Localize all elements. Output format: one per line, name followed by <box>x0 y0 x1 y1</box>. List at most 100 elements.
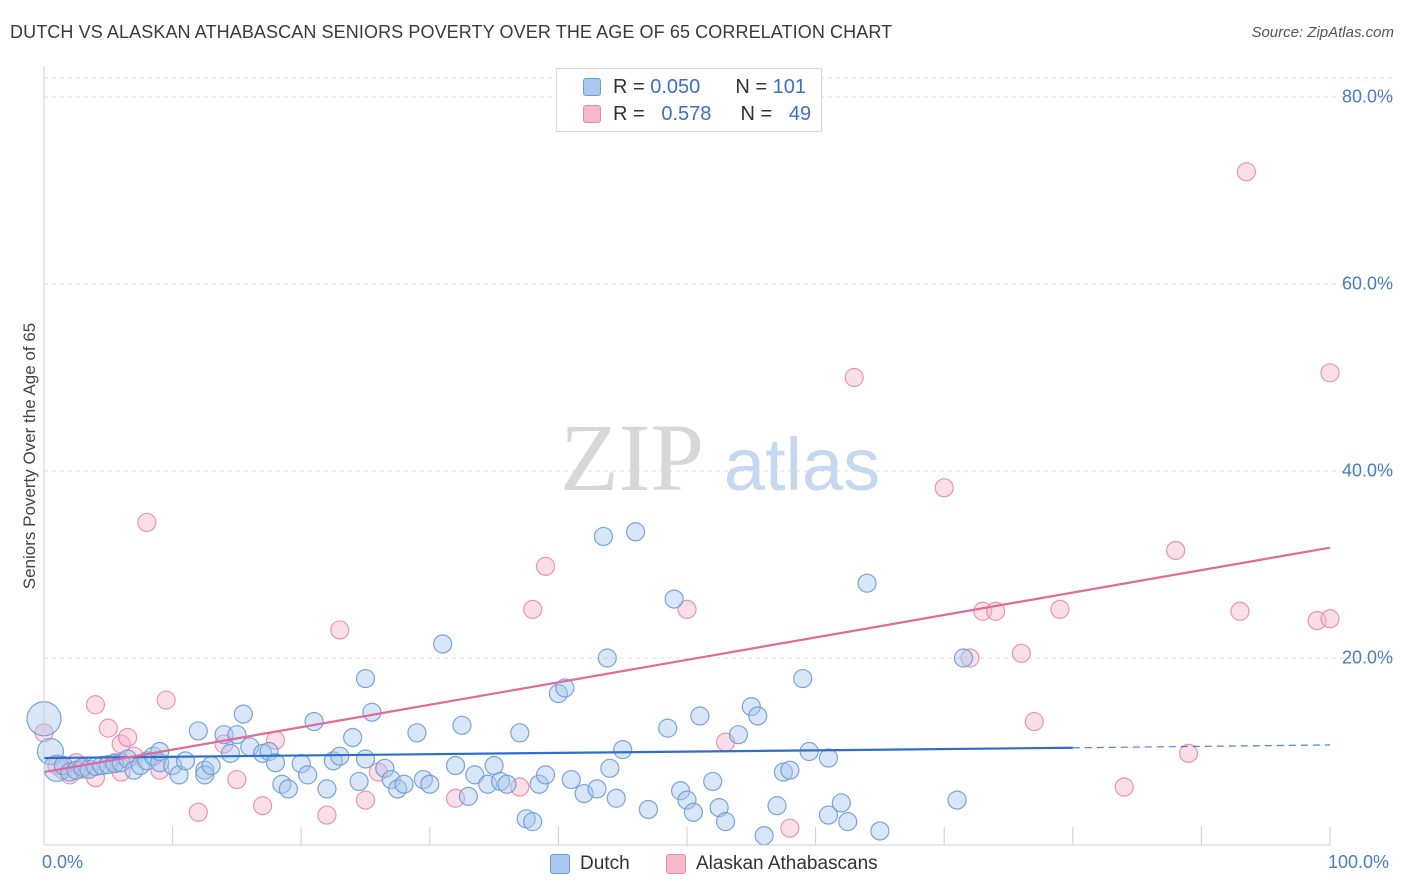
dutch-trend-line <box>43 746 1073 760</box>
dutch-point <box>381 769 401 790</box>
dutch-point <box>597 648 617 668</box>
dutch-point <box>767 796 787 816</box>
dutch-point <box>510 723 530 743</box>
alaskan-point <box>355 790 376 810</box>
alaskan-point <box>330 620 350 640</box>
r-value: 0.578 <box>661 102 712 125</box>
dutch-point <box>600 758 620 778</box>
dutch-point <box>870 821 890 841</box>
x-tick-label-min: 0.0% <box>42 852 84 872</box>
alaskan-point <box>1178 743 1199 763</box>
dutch-point <box>304 711 324 732</box>
source-label: Source: ZipAtlas.com <box>1251 24 1394 41</box>
dutch-point <box>818 748 839 768</box>
n-value: 101 <box>772 75 806 98</box>
dutch-point <box>574 783 594 804</box>
n-label: N = <box>735 75 768 98</box>
alaskan-point <box>535 556 556 576</box>
alaskan-point <box>1024 711 1044 732</box>
dutch-point <box>375 758 395 778</box>
dutch-point <box>748 706 768 726</box>
r-label: R = <box>613 102 645 125</box>
dutch-point <box>175 751 196 771</box>
alaskan-point <box>1011 643 1031 663</box>
alaskan-point <box>1050 599 1070 619</box>
dutch-point <box>728 725 749 745</box>
alaskan-point <box>1230 601 1250 621</box>
alaskan-point <box>677 599 697 619</box>
dutch-point <box>188 721 208 741</box>
legend-item-alaskan: Alaskan Athabascans <box>666 852 878 876</box>
dutch-point <box>201 755 221 776</box>
dutch-point <box>169 765 189 785</box>
dutch-point <box>625 522 646 542</box>
dutch-point <box>433 634 453 654</box>
trend-lines <box>43 546 1331 774</box>
dutch-point <box>947 790 967 810</box>
alaskan-point <box>85 695 106 715</box>
alaskan-legend-swatch <box>666 854 686 874</box>
y-tick-label: 20.0% <box>1341 647 1393 668</box>
n-label: N = <box>740 102 773 125</box>
alaskan-point <box>1166 540 1186 561</box>
dutch-point <box>593 526 614 547</box>
dutch-point <box>278 779 298 799</box>
dutch-point <box>420 774 440 794</box>
dutch-point <box>664 589 684 609</box>
dutch-point <box>587 779 607 799</box>
alaskan-point <box>780 818 800 838</box>
dutch-point <box>677 790 697 810</box>
dutch-point <box>497 774 517 794</box>
stat-row-alaskan: R = 0.578 N = 49 <box>557 102 811 126</box>
dutch-point <box>715 812 736 832</box>
watermark-atlas: atlas <box>724 423 880 506</box>
stat-row-dutch: R = 0.050 N = 101 <box>557 75 806 99</box>
r-label: R = <box>613 75 645 98</box>
dutch-point <box>355 749 376 769</box>
alaskan-point <box>137 512 157 533</box>
alaskan-point <box>934 478 954 498</box>
alaskan-point <box>253 796 273 816</box>
dutch-point <box>195 765 215 785</box>
dutch-point <box>555 678 575 698</box>
alaskan-point <box>317 805 337 825</box>
dutch-point <box>690 706 710 726</box>
dutch-point <box>606 788 626 808</box>
y-tick-label: 40.0% <box>1341 460 1393 481</box>
dutch-point <box>953 648 974 668</box>
legend-label-dutch: Dutch <box>580 853 630 874</box>
alaskan-point <box>156 690 176 710</box>
dutch-point <box>773 762 794 782</box>
alaskan-point <box>844 367 864 388</box>
alaskan-point <box>227 769 247 790</box>
dutch-point <box>529 774 549 794</box>
dutch-trend-extension <box>1072 744 1331 749</box>
dutch-legend-swatch <box>550 854 570 874</box>
n-value: 49 <box>788 102 812 125</box>
dutch-point <box>349 771 369 792</box>
y-tick-label: 60.0% <box>1341 273 1393 294</box>
y-tick-label: 80.0% <box>1341 86 1393 107</box>
dutch-point <box>220 743 241 763</box>
dutch-point <box>407 723 427 743</box>
dutch-point <box>857 573 877 593</box>
dutch-point <box>445 755 466 776</box>
alaskan-point <box>188 802 208 822</box>
alaskan-point <box>1114 777 1134 797</box>
dutch-point <box>561 769 581 790</box>
alaskan-swatch <box>583 105 601 123</box>
r-value: 0.050 <box>650 75 701 98</box>
chart-title: DUTCH VS ALASKAN ATHABASCAN SENIORS POVE… <box>10 22 893 42</box>
dutch-point <box>233 704 253 724</box>
dutch-point <box>465 765 485 785</box>
dutch-points <box>26 522 974 846</box>
x-tick-label-max: 100.0% <box>1328 852 1390 872</box>
dutch-point <box>818 805 839 825</box>
dutch-point <box>780 760 800 780</box>
alaskan-point <box>1236 162 1257 182</box>
axes <box>43 66 1331 846</box>
dutch-point <box>613 740 633 760</box>
alaskan-point <box>1320 363 1340 383</box>
watermark: ZIP atlas <box>560 404 880 511</box>
dutch-point <box>670 781 691 801</box>
